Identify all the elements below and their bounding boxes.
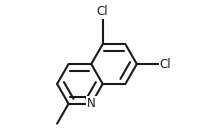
Text: Cl: Cl — [97, 5, 109, 18]
Text: N: N — [87, 97, 96, 110]
Text: Cl: Cl — [160, 58, 171, 71]
